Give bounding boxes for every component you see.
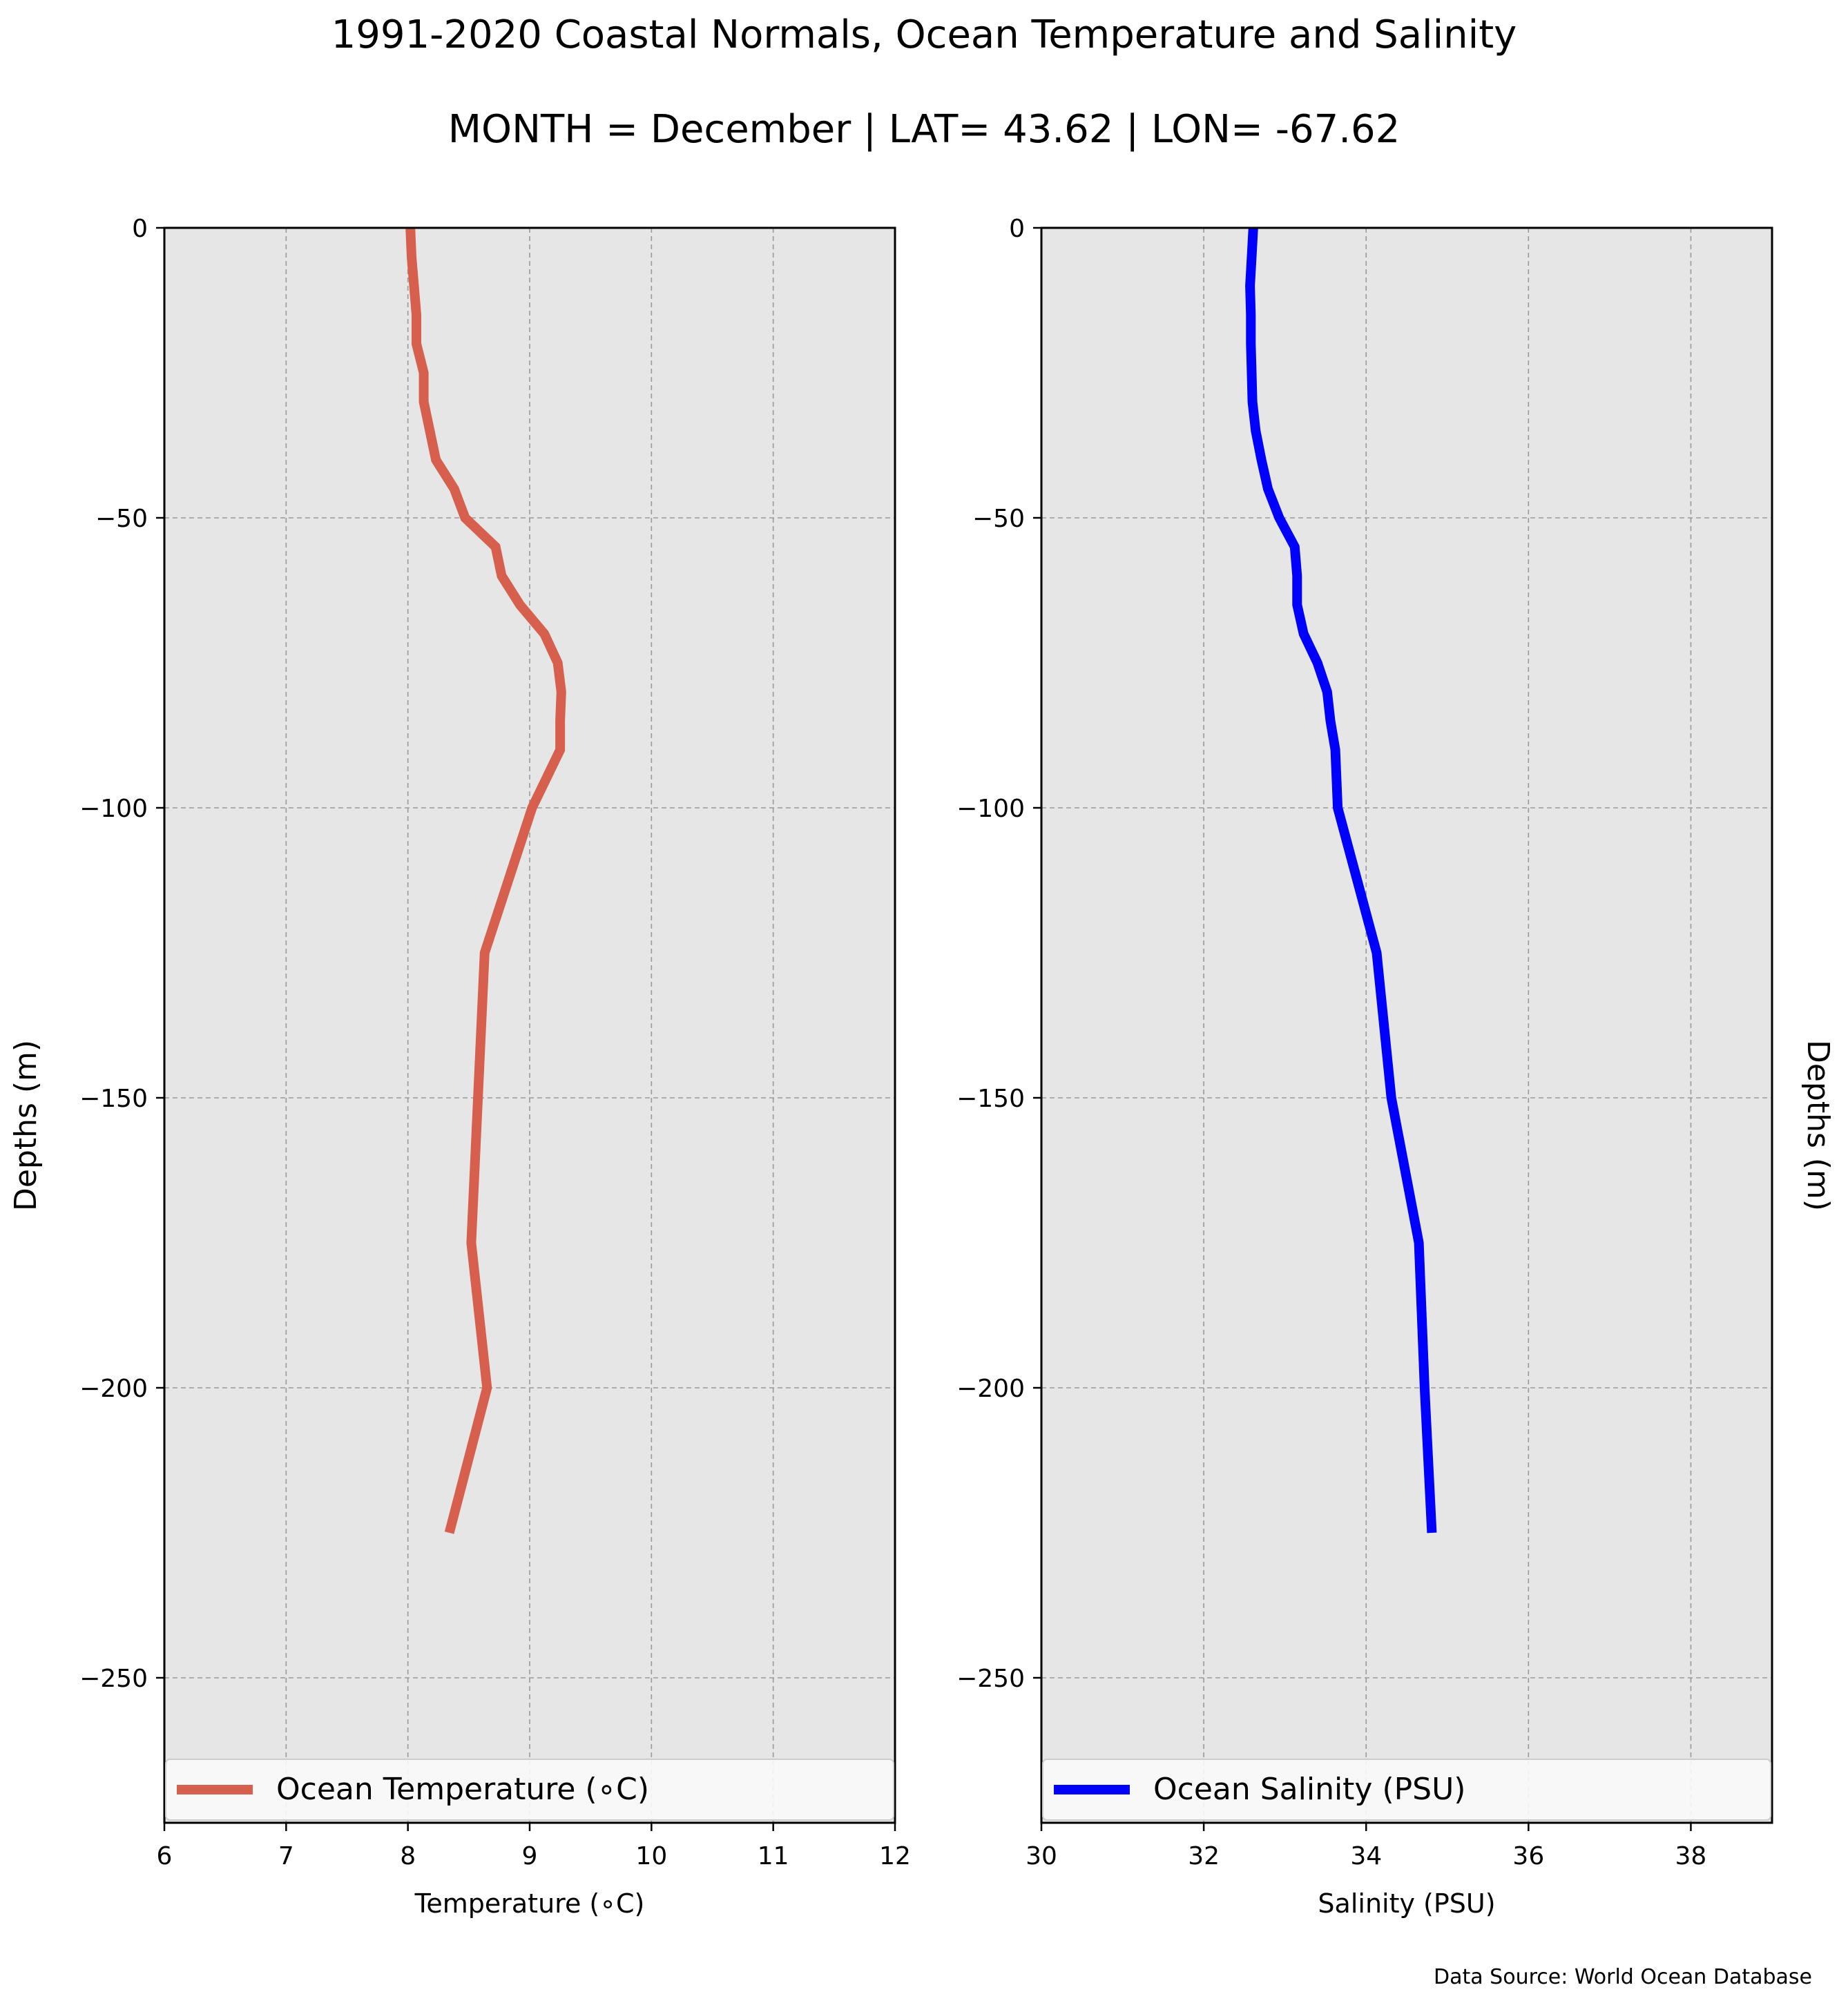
x-tick-label: 9 (522, 1842, 538, 1870)
y-tick-label: −100 (956, 795, 1025, 823)
salinity-legend: Ocean Salinity (PSU) (1042, 1759, 1771, 1821)
chart-title: 1991-2020 Coastal Normals, Ocean Tempera… (331, 12, 1517, 57)
y-tick-label: −250 (79, 1665, 148, 1693)
temperature-x-axis-label: Temperature (∘C) (414, 1888, 645, 1919)
chart-subtitle: MONTH = December | LAT= 43.62 | LON= -67… (447, 107, 1401, 152)
y-tick-label: −200 (79, 1375, 148, 1403)
y-tick-label: −150 (956, 1085, 1025, 1113)
x-tick-label: 6 (157, 1842, 173, 1870)
salinity-profile-line (1245, 227, 1437, 1533)
legend-box (165, 1759, 894, 1821)
x-tick-label: 38 (1675, 1842, 1707, 1870)
x-tick-label: 32 (1188, 1842, 1220, 1870)
axes-frame (1040, 226, 1773, 1824)
y-tick-label: −50 (95, 505, 148, 533)
x-tick-label: 34 (1350, 1842, 1382, 1870)
legend-label: Ocean Salinity (PSU) (1153, 1772, 1465, 1807)
x-tick-label: 10 (635, 1842, 667, 1870)
temperature-profile-line (405, 227, 566, 1534)
temperature-panel: 6 7 8 9 10 11 12 0 −50 −100 −150 −200 −250 Temperatur… (8, 215, 911, 1919)
y-tick-label: −50 (972, 505, 1025, 533)
x-tick-label: 8 (400, 1842, 416, 1870)
y-tick-label: −100 (79, 795, 148, 823)
x-tick-label: 11 (758, 1842, 789, 1870)
salinity-panel: 30 32 34 36 38 0 −50 −100 −150 −200 −250 Salinity (… (956, 215, 1836, 1919)
plot-area (1041, 228, 1772, 1823)
legend-box (1042, 1759, 1771, 1821)
temperature-legend: Ocean Temperature (∘C) (165, 1759, 894, 1821)
y-tick-label: 0 (132, 215, 148, 243)
salinity-x-axis-label: Salinity (PSU) (1318, 1888, 1495, 1919)
y-axis-label: Depths (m) (8, 1040, 44, 1211)
y-axis-label: Depths (m) (1800, 1040, 1836, 1211)
y-tick-label: −250 (956, 1665, 1025, 1693)
x-tick-label: 30 (1026, 1842, 1057, 1870)
y-tick-label: −200 (956, 1375, 1025, 1403)
y-tick-label: 0 (1009, 215, 1025, 243)
legend-label: Ocean Temperature (∘C) (276, 1772, 649, 1807)
x-tick-label: 36 (1512, 1842, 1544, 1870)
data-source-note: Data Source: World Ocean Database (1434, 1965, 1812, 1989)
x-tick-label: 7 (278, 1842, 294, 1870)
y-tick-label: −150 (79, 1085, 148, 1113)
x-tick-label: 12 (879, 1842, 911, 1870)
